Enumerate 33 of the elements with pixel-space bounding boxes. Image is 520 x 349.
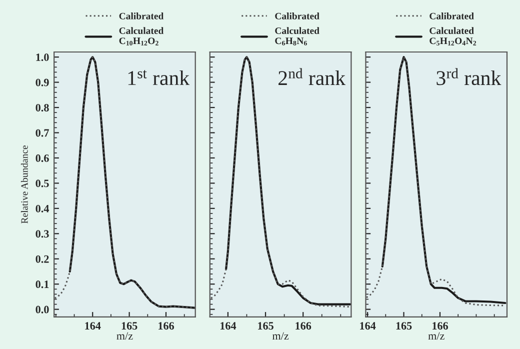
y-tick-label: 1.0 [36,54,49,62]
y-axis-title: Relative Abundance [20,146,28,224]
x-tick-label: 165 [258,322,274,330]
y-tick-label: 0.3 [36,230,49,238]
y-tick-label: 0.6 [36,154,49,162]
annotation: 1$^{st}$ rank [128,70,190,86]
x-tick-label: 164 [85,322,101,330]
x-axis-title: m/z [428,332,444,340]
y-tick-label: 0.2 [36,255,49,263]
y-tick-label: 0.8 [36,104,49,112]
x-tick-label: 166 [432,322,448,330]
x-tick-label: 166 [158,322,174,330]
legend-label: Calculated C$_{6}$H$_{8}$N$_{6}$ [275,27,320,46]
y-tick-label: 0.7 [36,129,49,137]
text: Calculated C$_{5}$H$_{12}$O$_{4}$N$_{2}$ [430,27,476,46]
y-tick-label: 0.9 [36,78,49,86]
x-tick-label: 164 [220,322,236,330]
x-axis-title: m/z [272,332,289,340]
annotation: 2$^{nd}$ rank [278,68,346,86]
y-tick-label: 0.5 [36,180,49,188]
legend-label: Calibrated [430,12,474,20]
x-tick-label: 165 [122,322,138,330]
x-tick-label: 164 [360,322,376,330]
x-axis-title: m/z [116,332,133,340]
legend-label: Calibrated [275,12,320,20]
annotation: 3$^{rd}$ rank [436,68,502,86]
y-tick-label: 0.0 [36,306,49,314]
x-tick-label: 165 [396,322,412,330]
y-tick-label: 0.4 [36,204,50,212]
legend-label: Calibrated [119,12,164,20]
legend-label: Calculated C$_{10}$H$_{12}$O$_{2}$ [119,27,164,46]
y-tick-label: 0.1 [36,280,49,288]
x-tick-label: 166 [296,322,312,330]
